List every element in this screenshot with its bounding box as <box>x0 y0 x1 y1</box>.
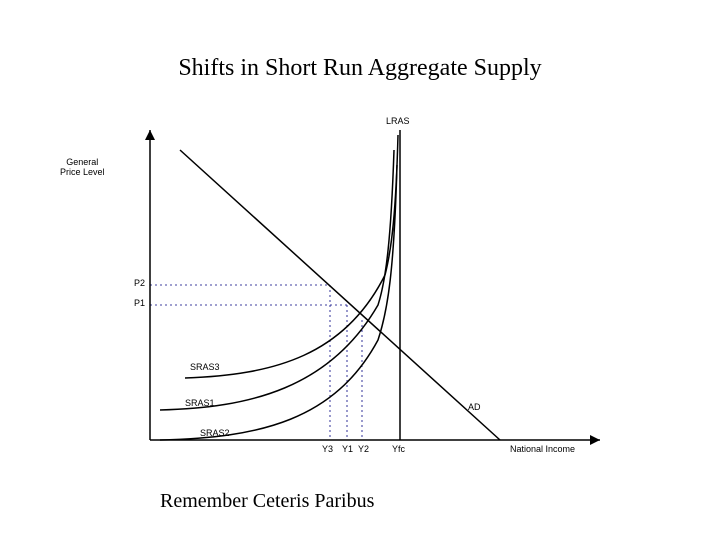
yfc-label: Yfc <box>392 444 405 454</box>
y1-label: Y1 <box>342 444 353 454</box>
x-axis-label: National Income <box>510 444 575 454</box>
y3-label: Y3 <box>322 444 333 454</box>
p2-label: P2 <box>134 278 145 288</box>
y2-label: Y2 <box>358 444 369 454</box>
sras3-label: SRAS3 <box>190 362 220 372</box>
y-axis-label-line1: GeneralPrice Level <box>60 157 105 177</box>
ad-label: AD <box>468 402 481 412</box>
sras1-label: SRAS1 <box>185 398 215 408</box>
sras-diagram <box>130 130 610 470</box>
sras2-label: SRAS2 <box>200 428 230 438</box>
chart-container: GeneralPrice Level LRAS P2 P1 SRAS3 SRAS… <box>130 130 610 470</box>
footer-note: Remember Ceteris Paribus <box>160 490 374 513</box>
lras-label: LRAS <box>386 116 410 126</box>
y-axis-label: GeneralPrice Level <box>60 158 105 178</box>
page-title: Shifts in Short Run Aggregate Supply <box>0 55 720 82</box>
p1-label: P1 <box>134 298 145 308</box>
